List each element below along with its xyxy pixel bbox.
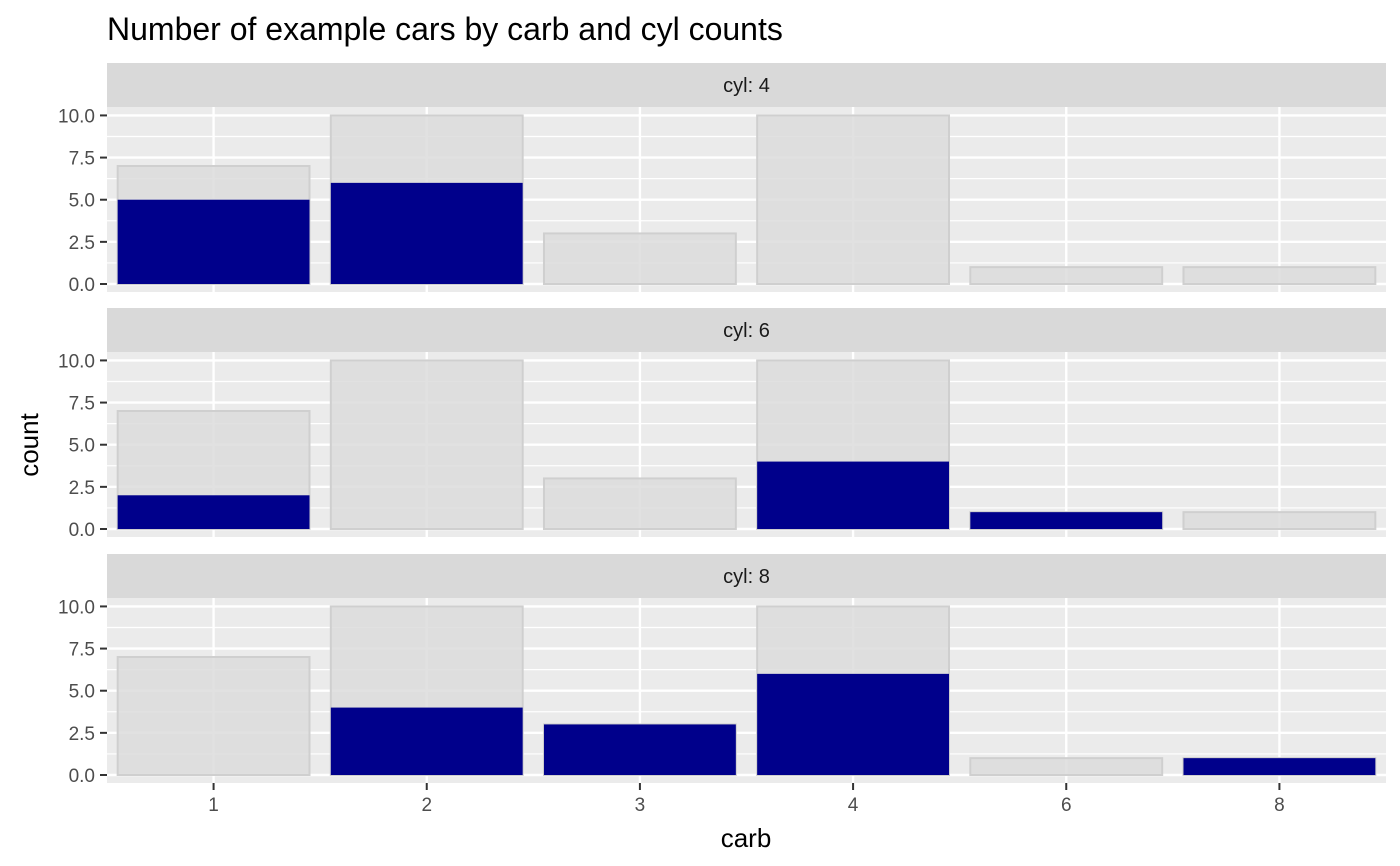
facet-panel-1: cyl: 4 0.0 2.5 5.0 7.5 10.0 bbox=[58, 63, 1386, 296]
y-tick-label: 2.5 bbox=[69, 233, 95, 254]
facet-strip bbox=[107, 308, 1386, 352]
y-tick-label: 10.0 bbox=[58, 597, 95, 618]
bar-carb-2 bbox=[330, 182, 523, 284]
x-tick-label: 2 bbox=[421, 795, 432, 816]
facet-strip-label: cyl: 6 bbox=[723, 320, 770, 342]
x-tick-label: 1 bbox=[208, 795, 219, 816]
y-tick-label: 10.0 bbox=[58, 351, 95, 372]
y-axis-label: count bbox=[14, 412, 44, 476]
bar-carb-8 bbox=[1183, 758, 1376, 775]
bar-carb-4 bbox=[757, 673, 950, 775]
y-tick-label: 7.5 bbox=[69, 394, 95, 415]
bar-carb-3 bbox=[543, 724, 736, 775]
x-tick-label: 6 bbox=[1061, 795, 1072, 816]
bar-carb-1 bbox=[117, 495, 310, 529]
background-bar-carb-3 bbox=[542, 232, 737, 286]
background-bar-carb-2 bbox=[329, 359, 524, 530]
y-tick-label: 5.0 bbox=[69, 436, 95, 457]
facet-strip-label: cyl: 8 bbox=[723, 566, 770, 588]
x-axis-label: carb bbox=[721, 823, 772, 853]
bar-carb-6 bbox=[970, 512, 1163, 529]
y-tick-label: 5.0 bbox=[69, 682, 95, 703]
y-tick-label: 7.5 bbox=[69, 149, 95, 170]
y-tick-label: 0.0 bbox=[69, 766, 95, 787]
bar-carb-1 bbox=[117, 199, 310, 284]
background-bar-carb-4 bbox=[756, 114, 951, 285]
bar-carb-4 bbox=[757, 461, 950, 529]
y-tick-label: 5.0 bbox=[69, 191, 95, 212]
x-tick-label: 8 bbox=[1274, 795, 1285, 816]
background-bar-carb-3 bbox=[542, 477, 737, 530]
x-tick-label: 3 bbox=[635, 795, 646, 816]
chart-title: Number of example cars by carb and cyl c… bbox=[107, 11, 783, 47]
background-bar-carb-6 bbox=[969, 266, 1164, 285]
background-bar-carb-6 bbox=[969, 757, 1164, 777]
facet-panel-2: cyl: 6 0.0 2.5 5.0 7.5 10.0 bbox=[58, 308, 1386, 541]
y-tick-label: 0.0 bbox=[69, 275, 95, 296]
y-tick-label: 10.0 bbox=[58, 106, 95, 127]
x-tick-label: 4 bbox=[848, 795, 859, 816]
facet-strip bbox=[107, 554, 1386, 598]
background-bar-carb-8 bbox=[1182, 511, 1377, 531]
facet-panel-3: cyl: 8 0.0 2.5 5.0 7.5 10.0 bbox=[58, 554, 1386, 787]
bar-carb-2 bbox=[330, 707, 523, 775]
y-tick-label: 0.0 bbox=[69, 520, 95, 541]
facet-strip bbox=[107, 63, 1386, 107]
facet-strip-label: cyl: 4 bbox=[723, 75, 770, 97]
background-bar-carb-8 bbox=[1182, 266, 1377, 285]
y-tick-label: 7.5 bbox=[69, 640, 95, 661]
background-bar-carb-1 bbox=[116, 656, 311, 776]
y-tick-label: 2.5 bbox=[69, 478, 95, 499]
y-tick-label: 2.5 bbox=[69, 724, 95, 745]
